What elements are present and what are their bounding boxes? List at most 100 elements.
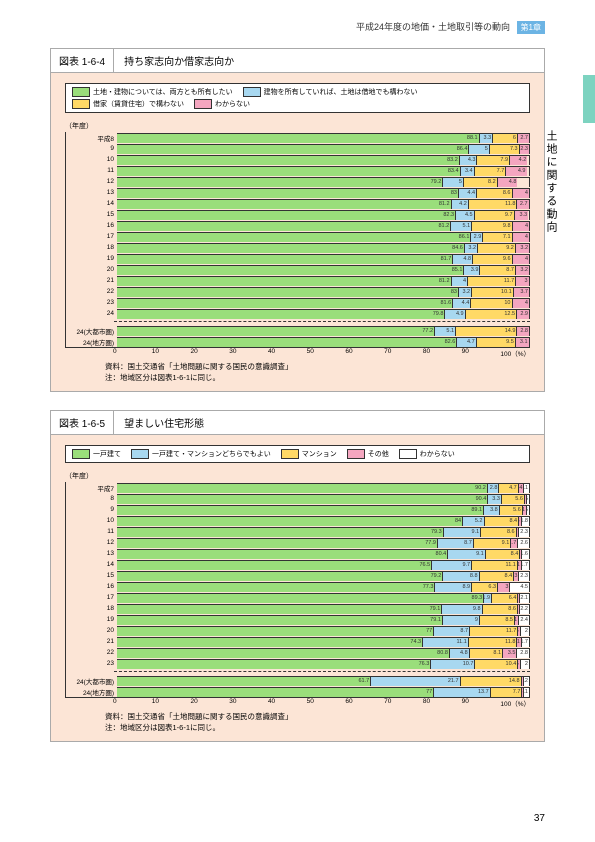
row-label: 14	[66, 561, 117, 568]
bar-row: 10845.28.40.61.8	[66, 515, 530, 526]
row-label: 21	[66, 277, 117, 284]
bar: 845.28.40.61.8	[117, 516, 530, 526]
bar-segment: 2.7	[518, 134, 529, 143]
bar-segment: 3	[516, 277, 528, 286]
bar-segment: 10.1	[472, 288, 514, 297]
bar-segment: 7.3	[490, 145, 520, 154]
xtick: 60	[345, 698, 384, 708]
bar-row: 2376.310.710.40.62	[66, 658, 530, 669]
bar-segment: 5.1	[451, 222, 472, 231]
source: 資料：国土交通省「土地問題に関する国民の意識調査」注：地域区分は図表1-6-1に…	[65, 362, 530, 383]
bar-segment: 4	[513, 222, 529, 231]
legend-swatch	[72, 87, 90, 97]
bar-row: 24(大都市圏)77.25.114.92.8	[66, 325, 530, 336]
bar-segment: 3.5	[503, 649, 517, 658]
bar-segment: 14.8	[461, 677, 522, 686]
bar-segment: 86.1	[117, 233, 471, 242]
bar-segment: 9.5	[477, 338, 516, 347]
bar-segment: 11.1	[423, 638, 469, 647]
bar-segment: 8.7	[438, 539, 474, 548]
bar-segment: 89.1	[117, 506, 484, 515]
bar-segment: 3.2	[516, 266, 529, 275]
bar-segment: 4.8	[498, 178, 518, 187]
row-label: 16	[66, 222, 117, 229]
bar-segment: 2.7	[517, 200, 528, 209]
bar-row: 1681.25.19.84	[66, 220, 530, 231]
legend-item: 一戸建て・マンションどちらでもよい	[131, 449, 271, 459]
bar-segment: 5	[469, 145, 489, 154]
bar-row: 1981.74.89.64	[66, 253, 530, 264]
bar-row: 890.43.35.60.50.5	[66, 493, 530, 504]
bar-segment: 79.3	[117, 528, 444, 537]
bar-row: 1677.38.96.334.5	[66, 581, 530, 592]
legend: 土地・建物については、両方とも所有したい建物を所有していれば、土地は借地でも構わ…	[65, 83, 530, 113]
bar: 86.457.32.3	[117, 144, 530, 154]
legend-label: わからない	[420, 449, 455, 459]
bar-segment: 3.4	[461, 167, 475, 176]
bar-segment: 8.7	[480, 266, 516, 275]
bar: 76.59.711.111.7	[117, 560, 530, 570]
row-label: 16	[66, 583, 117, 590]
bar-row: 1476.59.711.111.7	[66, 559, 530, 570]
bar-row: 1481.24.211.82.7	[66, 198, 530, 209]
bar-segment: 84	[117, 517, 463, 526]
bar: 82.64.79.53.1	[117, 337, 530, 347]
legend-swatch	[72, 99, 90, 109]
bar: 77.25.114.92.8	[117, 326, 530, 336]
bar-segment: 74.3	[117, 638, 423, 647]
bar: 81.25.19.84	[117, 221, 530, 231]
bar-segment: 79.8	[117, 310, 445, 319]
bar-segment: 4.9	[445, 310, 465, 319]
bar-segment: 2.8	[517, 649, 529, 658]
bar-segment: 4.8	[450, 649, 470, 658]
bar-row: 13834.48.64	[66, 187, 530, 198]
row-label: 18	[66, 244, 117, 251]
bar-segment: 9.1	[474, 539, 511, 548]
bar-segment: 3.3	[515, 211, 529, 220]
bar-segment: 2.9	[517, 310, 529, 319]
bar: 76.310.710.40.62	[117, 659, 530, 669]
bar-segment: 8.6	[477, 189, 512, 198]
legend-label: その他	[368, 449, 389, 459]
bar-segment: 1.6	[522, 550, 529, 559]
bar-segment: 12.5	[466, 310, 517, 319]
row-label: 24(地方圏)	[66, 687, 117, 697]
row-label: 24(大都市圏)	[66, 326, 117, 336]
bar: 77.98.79.11.72.6	[117, 538, 530, 548]
bar-row: 1179.39.18.60.72.3	[66, 526, 530, 537]
row-label: 10	[66, 517, 117, 524]
xtick: 0	[113, 348, 152, 358]
bar-segment: 4.7	[457, 338, 476, 347]
bar-row: 平成790.22.84.71.41.1	[66, 482, 530, 493]
bar-segment: 2.4	[519, 616, 529, 625]
xtick: 40	[268, 348, 307, 358]
bar-segment: 7.9	[477, 156, 510, 165]
bar-segment: 81.7	[117, 255, 453, 264]
bar-segment: 8.6	[481, 528, 516, 537]
bar-row: 2479.84.912.52.9	[66, 308, 530, 319]
legend-item: マンション	[281, 449, 337, 459]
bar-segment: 83	[117, 288, 459, 297]
bar-row: 986.457.32.3	[66, 143, 530, 154]
bar-segment: 8.9	[435, 583, 472, 592]
source-line: 資料：国土交通省「土地問題に関する国民の意識調査」	[105, 712, 530, 723]
bar-segment: 10.7	[431, 660, 475, 669]
legend-label: マンション	[302, 449, 337, 459]
bar-segment: 9.8	[472, 222, 512, 231]
xticks: 0102030405060708090100（%）	[113, 698, 530, 708]
bar-segment: 76.3	[117, 660, 431, 669]
bar: 74.311.111.81.11.7	[117, 637, 530, 647]
bar-segment: 11.8	[469, 200, 518, 209]
bar-segment: 10.4	[475, 660, 518, 669]
legend-swatch	[399, 449, 417, 459]
bar-segment: 8.6	[483, 605, 518, 614]
bar-row: 1183.43.47.74.9	[66, 165, 530, 176]
bar-segment: 9.7	[432, 561, 472, 570]
row-label: 21	[66, 638, 117, 645]
legend-swatch	[131, 449, 149, 459]
bar-segment: 80.8	[117, 649, 450, 658]
bar-segment: 81.2	[117, 200, 452, 209]
bar-row: 2381.64.4104	[66, 297, 530, 308]
bar-segment: 4	[513, 233, 529, 242]
bar-segment: 4.9	[506, 167, 526, 176]
